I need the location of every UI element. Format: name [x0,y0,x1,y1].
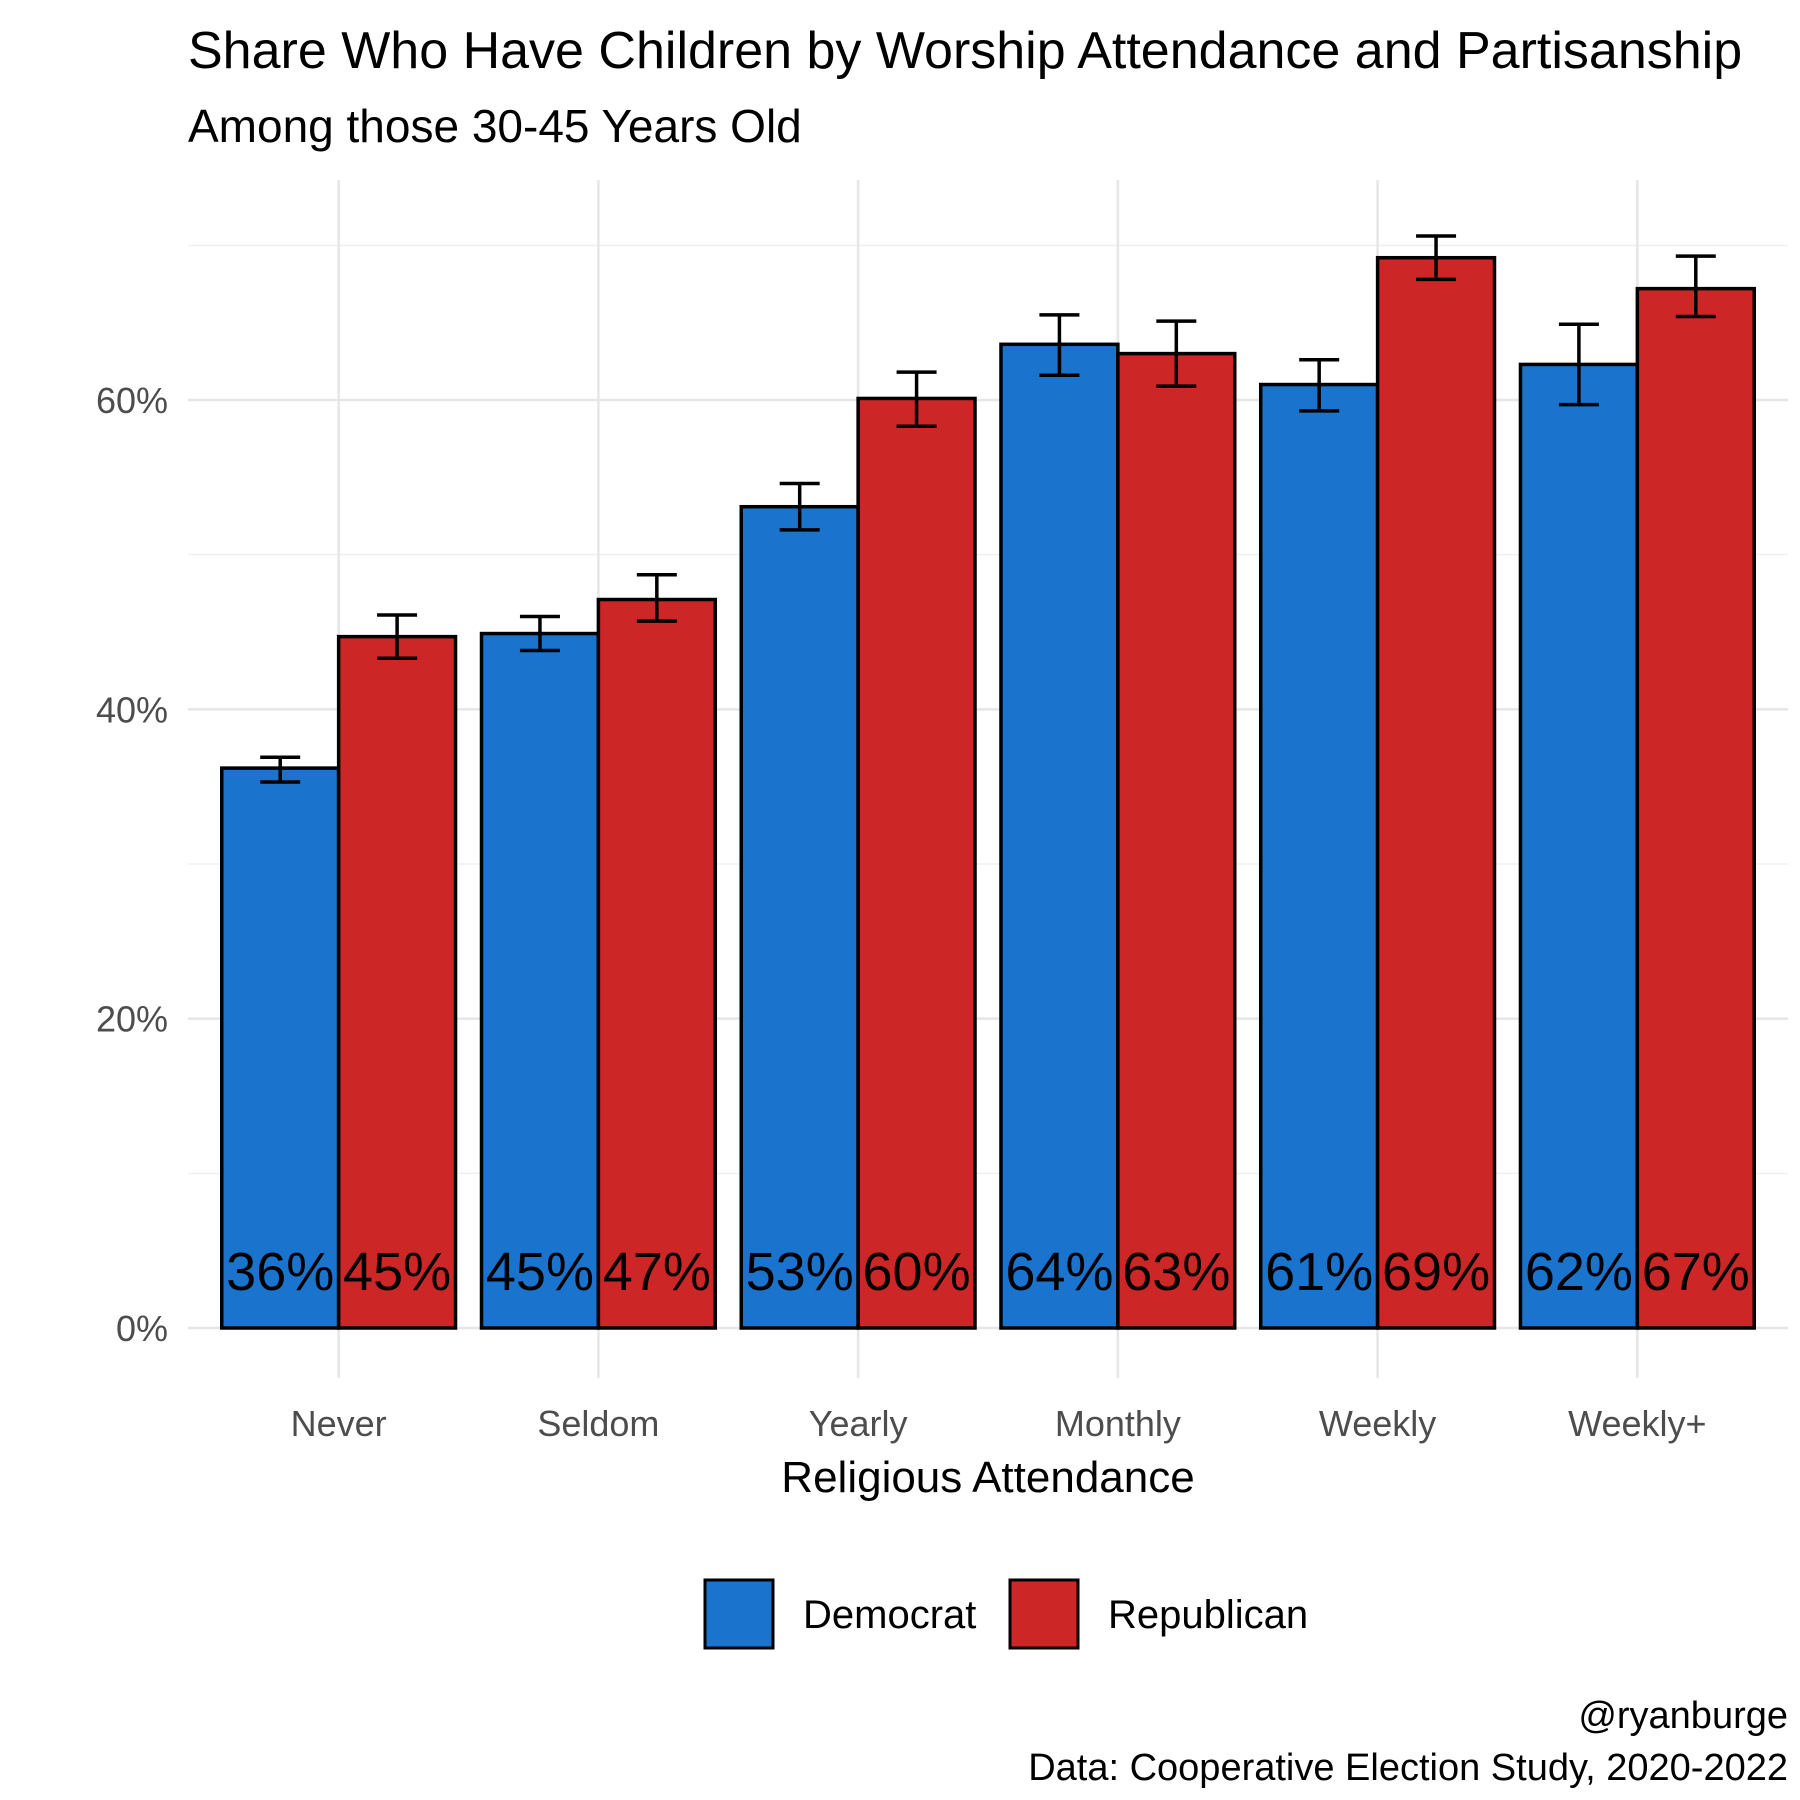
x-tick-label: Never [291,1403,387,1444]
x-tick-label: Seldom [537,1403,659,1444]
data-label-democrat: 53% [746,1242,854,1302]
y-axis: 0% 20% 40% 60% [96,380,168,1349]
data-label-republican: 60% [863,1242,971,1302]
x-tick-label: Yearly [809,1403,908,1444]
data-label-democrat: 36% [226,1242,334,1302]
x-axis-title: Religious Attendance [781,1453,1194,1502]
x-tick-label: Monthly [1055,1403,1181,1444]
legend-label-republican: Republican [1108,1593,1308,1637]
chart-title: Share Who Have Children by Worship Atten… [188,22,1742,80]
caption-source: Data: Cooperative Election Study, 2020-2… [1028,1747,1788,1789]
legend-key-democrat [703,1578,775,1650]
legend: Democrat Republican [703,1578,1308,1650]
data-label-republican: 63% [1122,1242,1230,1302]
y-tick-label: 60% [96,380,168,421]
error-bar-democrat [260,755,301,784]
y-tick-label: 20% [96,999,168,1040]
data-label-republican: 69% [1382,1242,1490,1302]
y-tick-label: 0% [116,1308,168,1349]
error-bars [260,234,1716,784]
caption-handle: @ryanburge [1578,1695,1788,1737]
bars [220,255,1756,1330]
error-bar-democrat [519,614,560,653]
bar-republican [1375,255,1497,1330]
y-tick-label: 40% [96,689,168,730]
data-label-democrat: 62% [1525,1242,1633,1302]
error-bar-democrat [1039,313,1080,378]
error-bar-republican [636,573,677,623]
legend-label-democrat: Democrat [803,1593,976,1637]
data-label-democrat: 45% [486,1242,594,1302]
bar-republican [856,396,977,1330]
x-tick-label: Weekly+ [1568,1403,1706,1444]
error-bar-republican [1156,319,1197,388]
bar-labels: 36% 45% 53% 64% 61% 62%45% 47% 60% 63% 69% 67% [226,1242,1750,1302]
bar-republican [596,597,718,1330]
bar-republican [1635,286,1756,1330]
legend-key-republican [1008,1578,1080,1650]
error-bar-republican [1416,234,1457,282]
chart-subtitle: Among those 30-45 Years Old [188,100,802,152]
error-bar-republican [1675,254,1716,319]
bar-democrat [1258,382,1380,1330]
data-label-republican: 67% [1642,1242,1750,1302]
bar-democrat [1518,362,1640,1330]
bar-democrat [739,504,860,1330]
data-label-democrat: 61% [1265,1242,1373,1302]
data-label-republican: 45% [343,1242,451,1302]
x-tick-label: Weekly [1319,1403,1436,1444]
data-label-democrat: 64% [1005,1242,1113,1302]
error-bar-democrat [1299,358,1340,413]
x-axis: Never Seldom Yearly Monthly Weekly Weekly+ [291,1403,1707,1444]
data-label-republican: 47% [603,1242,711,1302]
error-bar-democrat [779,481,820,532]
bar-democrat [999,342,1120,1330]
error-bar-republican [377,613,418,661]
bar-republican [336,634,458,1330]
bar-republican [1116,351,1237,1330]
bar-democrat [479,631,601,1330]
error-bar-democrat [1558,322,1599,407]
error-bar-republican [896,370,937,429]
